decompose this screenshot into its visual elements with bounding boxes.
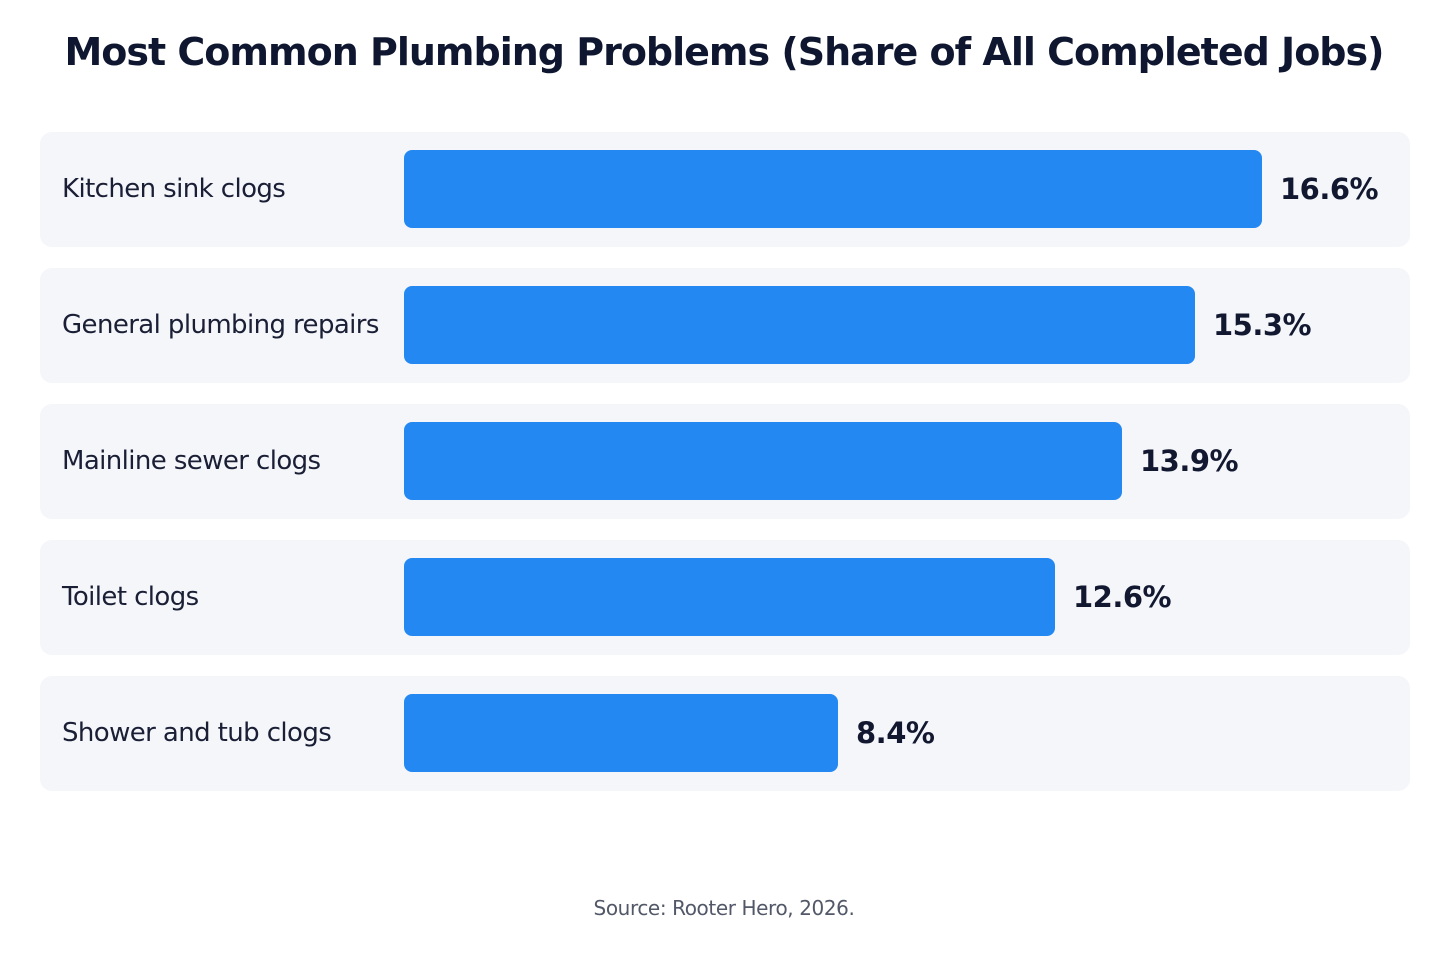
category-label: Mainline sewer clogs: [62, 446, 321, 476]
bar-row: Toilet clogs 12.6%: [40, 540, 1410, 655]
chart-title: Most Common Plumbing Problems (Share of …: [64, 30, 1384, 74]
value-label: 13.9%: [1140, 444, 1239, 478]
category-label: Kitchen sink clogs: [62, 174, 286, 204]
value-label: 16.6%: [1280, 172, 1379, 206]
bar: [404, 558, 1055, 636]
category-label: Toilet clogs: [62, 582, 199, 612]
bar-row: Mainline sewer clogs 13.9%: [40, 404, 1410, 519]
bar-row: Shower and tub clogs 8.4%: [40, 676, 1410, 791]
bar: [404, 150, 1262, 228]
category-label: General plumbing repairs: [62, 310, 379, 340]
value-label: 15.3%: [1213, 308, 1312, 342]
bar: [404, 286, 1195, 364]
bar-row: General plumbing repairs 15.3%: [40, 268, 1410, 383]
source-note: Source: Rooter Hero, 2026.: [593, 896, 855, 920]
value-label: 12.6%: [1073, 580, 1172, 614]
bar-row: Kitchen sink clogs 16.6%: [40, 132, 1410, 247]
category-label: Shower and tub clogs: [62, 718, 332, 748]
bar: [404, 422, 1122, 500]
value-label: 8.4%: [856, 716, 935, 750]
bar: [404, 694, 838, 772]
